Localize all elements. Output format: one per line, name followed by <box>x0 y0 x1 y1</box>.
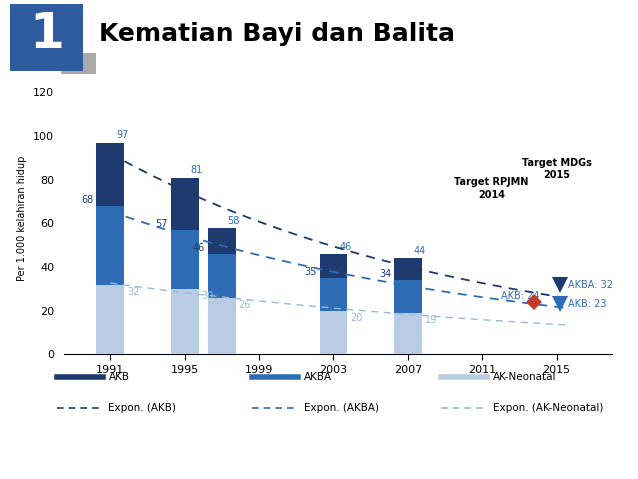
Text: 34: 34 <box>379 269 391 279</box>
Text: Expon. (AK-Neonatal): Expon. (AK-Neonatal) <box>493 403 604 413</box>
Text: 20: 20 <box>350 313 362 323</box>
Text: 35: 35 <box>304 267 316 277</box>
Text: Expon. (AKB): Expon. (AKB) <box>108 403 176 413</box>
Text: Target RPJMN
2014: Target RPJMN 2014 <box>454 177 529 200</box>
Text: Kematian Bayi dan Balita: Kematian Bayi dan Balita <box>99 22 455 46</box>
Bar <box>171 289 198 354</box>
Y-axis label: Per 1.000 kelahiran hidup: Per 1.000 kelahiran hidup <box>17 155 27 281</box>
Text: 97: 97 <box>116 130 128 140</box>
Bar <box>394 280 422 354</box>
Bar <box>96 285 124 354</box>
Bar <box>208 254 236 354</box>
Text: Expon. (AKBA): Expon. (AKBA) <box>304 403 379 413</box>
Bar <box>171 178 198 354</box>
Bar <box>320 254 348 354</box>
Text: AKBA: AKBA <box>304 372 332 382</box>
Text: AKB: AKB <box>108 372 130 382</box>
Text: 46: 46 <box>339 242 352 252</box>
Text: Target MDGs
2015: Target MDGs 2015 <box>522 158 591 180</box>
Text: 58: 58 <box>228 216 240 226</box>
Text: AKB: 23: AKB: 23 <box>568 299 606 309</box>
Bar <box>320 311 348 354</box>
FancyBboxPatch shape <box>10 4 83 70</box>
Text: AK-Neonatal: AK-Neonatal <box>493 372 557 382</box>
Text: Grafik Kecenderungan dan Proyeksi Angka Kematian Anak Balita, Bayi dan Neonatal,: Grafik Kecenderungan dan Proyeksi Angka … <box>82 438 556 463</box>
Bar <box>171 230 198 354</box>
Bar <box>394 313 422 354</box>
Bar <box>394 258 422 354</box>
Bar <box>208 297 236 354</box>
Text: 68: 68 <box>81 195 94 205</box>
Text: 44: 44 <box>413 246 426 256</box>
FancyBboxPatch shape <box>61 53 96 73</box>
Text: 81: 81 <box>190 165 202 175</box>
Text: 1: 1 <box>29 10 64 58</box>
Text: 46: 46 <box>193 243 205 253</box>
Bar <box>320 278 348 354</box>
Text: 19: 19 <box>425 315 437 325</box>
Text: 30: 30 <box>202 291 214 301</box>
Text: 32: 32 <box>127 287 140 297</box>
Text: AKB: 24: AKB: 24 <box>501 291 539 301</box>
Text: AKBA: 32: AKBA: 32 <box>568 280 613 290</box>
Bar <box>96 143 124 354</box>
Bar <box>96 206 124 354</box>
Bar <box>208 228 236 354</box>
Text: 26: 26 <box>239 300 251 310</box>
Text: 57: 57 <box>156 219 168 229</box>
